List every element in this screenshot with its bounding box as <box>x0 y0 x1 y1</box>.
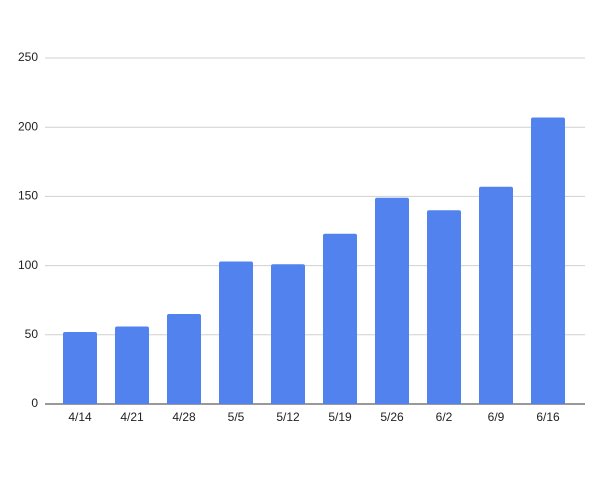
bar <box>63 332 97 404</box>
x-tick-label: 5/26 <box>380 410 404 424</box>
bar <box>479 186 513 404</box>
y-tick-label: 150 <box>18 189 38 203</box>
y-tick-label: 250 <box>18 50 38 64</box>
bar <box>427 210 461 404</box>
bar <box>167 314 201 404</box>
x-tick-label: 4/21 <box>120 410 144 424</box>
bar <box>531 117 565 405</box>
bar <box>115 326 149 404</box>
x-tick-label: 6/2 <box>436 410 453 424</box>
x-tick-label: 4/28 <box>172 410 196 424</box>
y-tick-label: 50 <box>25 327 39 341</box>
x-tick-label: 6/9 <box>488 410 505 424</box>
x-tick-label: 4/14 <box>68 410 92 424</box>
bar <box>271 264 305 404</box>
x-tick-label: 5/12 <box>276 410 300 424</box>
y-tick-label: 200 <box>18 119 38 133</box>
x-tick-label: 5/5 <box>228 410 245 424</box>
bar <box>323 233 357 404</box>
y-tick-label: 100 <box>18 258 38 272</box>
bar <box>219 261 253 404</box>
bar <box>375 197 409 404</box>
y-tick-label: 0 <box>31 396 38 410</box>
x-tick-label: 6/16 <box>536 410 560 424</box>
x-tick-label: 5/19 <box>328 410 352 424</box>
